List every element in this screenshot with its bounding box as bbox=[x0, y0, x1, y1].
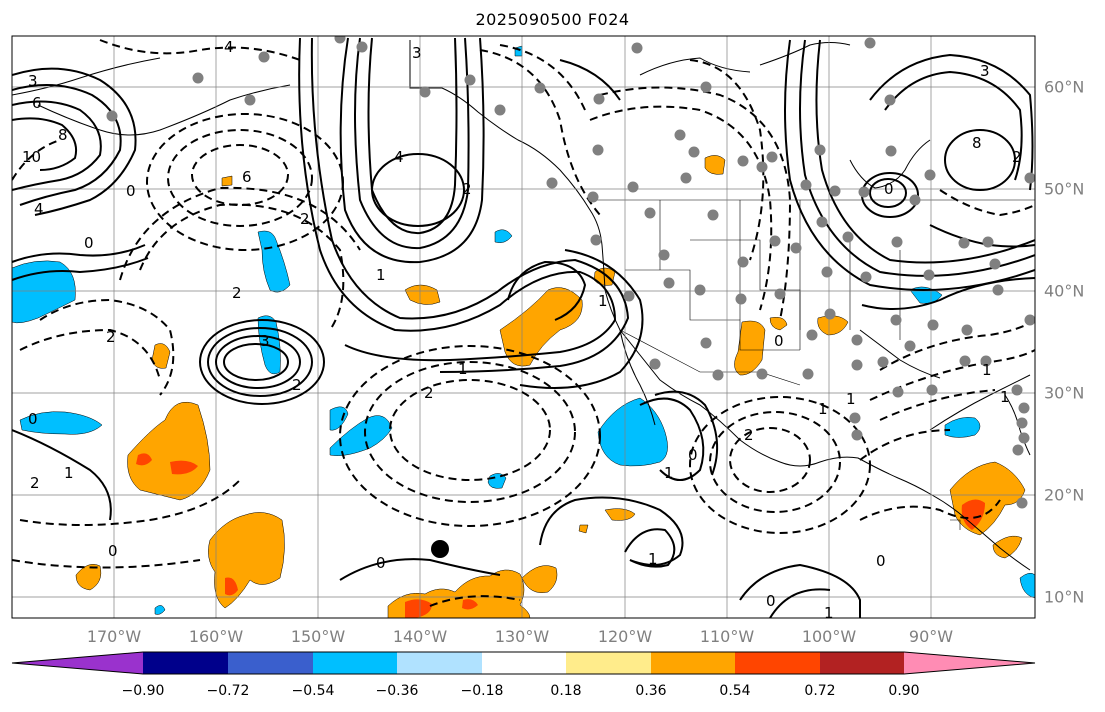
contour-label: 0 bbox=[688, 446, 698, 464]
colorbar-segment bbox=[735, 652, 820, 674]
lon-label: 110°W bbox=[699, 627, 755, 646]
lon-label: 100°W bbox=[801, 627, 857, 646]
contour-label: 1 bbox=[648, 550, 658, 568]
contour-label: 1 bbox=[664, 464, 674, 482]
contour-label: 6 bbox=[32, 94, 42, 112]
lat-label: 40°N bbox=[1044, 281, 1085, 301]
colorbar-max-extend bbox=[904, 652, 1035, 674]
colorbar-tick-label: −0.54 bbox=[291, 683, 335, 699]
contour-label: 1 bbox=[846, 390, 856, 408]
colorbar-tick-label: −0.72 bbox=[206, 683, 250, 699]
lat-label: 60°N bbox=[1044, 77, 1085, 97]
lon-label: 170°W bbox=[86, 627, 142, 646]
contour-label: 2 bbox=[744, 426, 754, 444]
contour-label: 1 bbox=[1000, 388, 1010, 406]
contour-label: 1 bbox=[64, 464, 74, 482]
contour-label: 10 bbox=[22, 148, 41, 166]
contour-label: 2 bbox=[424, 384, 434, 402]
contour-label: 1 bbox=[982, 361, 992, 379]
lon-label: 150°W bbox=[290, 627, 346, 646]
contour-label: 1 bbox=[818, 400, 828, 418]
contour-label: 0 bbox=[28, 410, 38, 428]
contour-label: 4 bbox=[224, 38, 234, 56]
colorbar-tick-label: −0.36 bbox=[375, 683, 419, 699]
lat-label: 20°N bbox=[1044, 485, 1085, 505]
colorbar-tick-label: 0.18 bbox=[550, 683, 582, 699]
contour-label: 2 bbox=[300, 210, 310, 228]
colorbar-tick-label: −0.90 bbox=[121, 683, 165, 699]
contour-label: 1 bbox=[458, 360, 468, 378]
colorbar-segment bbox=[228, 652, 313, 674]
colorbar-tick-label: 0.36 bbox=[635, 683, 667, 699]
contour-label: 3 bbox=[28, 72, 38, 90]
contour-label: 0 bbox=[774, 332, 784, 350]
contour-label: 0 bbox=[876, 552, 886, 570]
colorbar-min-extend bbox=[12, 652, 143, 674]
colorbar-segment bbox=[566, 652, 651, 674]
contour-label: 4 bbox=[394, 148, 404, 166]
lon-label: 160°W bbox=[188, 627, 244, 646]
highlight-point bbox=[431, 540, 449, 558]
contour-label: 2 bbox=[106, 328, 116, 346]
colorbar bbox=[11, 651, 1036, 675]
colorbar-tick-label: −0.18 bbox=[460, 683, 504, 699]
contour-label: 2 bbox=[1012, 148, 1022, 166]
lon-label: 90°W bbox=[908, 627, 954, 646]
colorbar-segment bbox=[313, 652, 397, 674]
colorbar-segment bbox=[651, 652, 735, 674]
colorbar-tick-label: 0.54 bbox=[719, 683, 751, 699]
contour-label: 0 bbox=[126, 182, 136, 200]
strong-positive-shading bbox=[136, 453, 985, 618]
negative-contours bbox=[12, 39, 1035, 607]
lon-label: 130°W bbox=[494, 627, 550, 646]
contour-label: 0 bbox=[108, 542, 118, 560]
colorbar-segment bbox=[397, 652, 482, 674]
contour-label: 2 bbox=[30, 474, 40, 492]
contour-label: 3 bbox=[260, 332, 270, 350]
contour-label: 3 bbox=[980, 62, 990, 80]
map-title: 2025090500 F024 bbox=[475, 10, 630, 29]
lat-label: 50°N bbox=[1044, 179, 1085, 199]
colorbar-tick-label: 0.90 bbox=[888, 683, 920, 699]
contour-label: 0 bbox=[884, 180, 894, 198]
contour-labels: 4 3 6 8 10 4 0 6 2 3 4 2 2 0 2 1 2 3 2 1… bbox=[22, 38, 1022, 622]
contour-label: 1 bbox=[598, 292, 608, 310]
contour-label: 8 bbox=[972, 134, 982, 152]
contour-label: 1 bbox=[824, 604, 834, 622]
contour-label: 4 bbox=[34, 200, 44, 218]
contour-label: 1 bbox=[376, 266, 386, 284]
contour-label: 2 bbox=[292, 376, 302, 394]
station-markers bbox=[106, 36, 1035, 509]
negative-shading bbox=[12, 45, 1035, 615]
positive-contours bbox=[12, 37, 1035, 618]
map-frame bbox=[11, 35, 1036, 619]
contour-label: 6 bbox=[242, 168, 252, 186]
contour-label: 0 bbox=[376, 554, 386, 572]
contour-label: 3 bbox=[412, 44, 422, 62]
lon-label: 140°W bbox=[392, 627, 448, 646]
contour-label: 2 bbox=[232, 284, 242, 302]
contour-label: 0 bbox=[766, 592, 776, 610]
contour-label: 2 bbox=[462, 180, 472, 198]
lat-label: 10°N bbox=[1044, 587, 1085, 607]
lon-label: 120°W bbox=[597, 627, 653, 646]
colorbar-segment bbox=[143, 652, 228, 674]
contour-label: 8 bbox=[58, 126, 68, 144]
colorbar-tick-label: 0.72 bbox=[804, 683, 836, 699]
contour-label: 0 bbox=[84, 234, 94, 252]
lat-label: 30°N bbox=[1044, 383, 1085, 403]
colorbar-segment bbox=[820, 652, 904, 674]
colorbar-segment bbox=[482, 652, 566, 674]
